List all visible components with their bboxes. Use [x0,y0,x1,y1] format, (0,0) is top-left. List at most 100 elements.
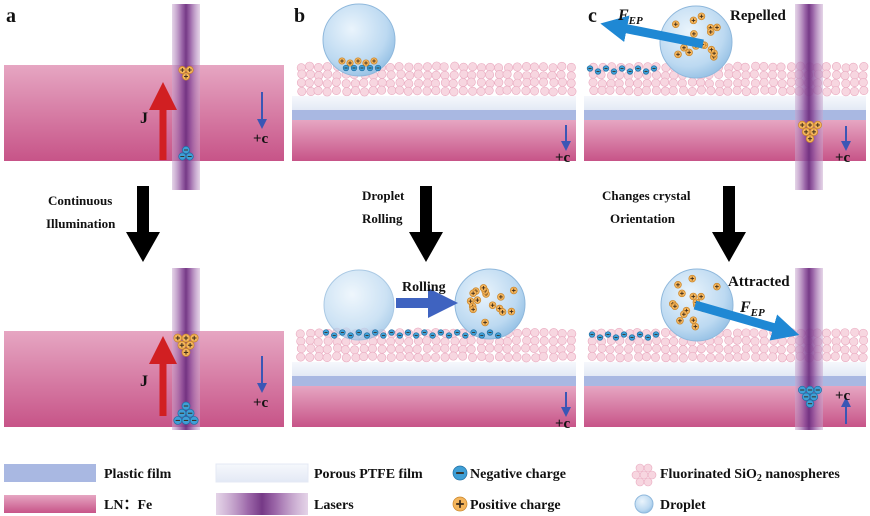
nanosphere [468,352,478,362]
nanosphere [531,353,541,363]
nanosphere [386,344,396,354]
current-label-a-top: J [140,110,148,127]
nanosphere [669,345,679,355]
nanosphere [297,86,307,96]
negative-charge-trail-b-bottom [322,329,502,339]
nanosphere [777,79,787,89]
nanosphere [696,78,706,88]
nanosphere [715,86,725,96]
nanosphere [633,79,643,89]
nanosphere [777,353,787,363]
panel-letter-a: a [6,5,16,27]
nanosphere [538,351,548,361]
negative-charge-cluster-a-top [178,146,194,161]
nanosphere [740,62,750,72]
nanosphere-legend [643,477,653,487]
nanosphere [741,335,751,345]
nanosphere [849,337,859,347]
nanosphere [351,352,361,362]
nanosphere [724,69,734,79]
nanosphere [822,352,832,362]
nanosphere [413,69,423,79]
nanosphere [821,328,831,338]
nanosphere [567,352,577,362]
nanosphere [413,352,423,362]
nanosphere [696,353,706,363]
nanosphere [430,352,440,362]
nanosphere [759,62,769,72]
nanosphere [297,69,307,79]
repelling-force-arrow-c [600,15,704,49]
nanosphere [359,87,369,97]
nanosphere [733,352,743,362]
nanosphere [850,78,860,88]
nanosphere [476,70,486,80]
step-text-c-line1: Changes crystal [602,188,691,203]
nanosphere [350,86,360,96]
nanosphere [313,86,323,96]
step-arrow-a [126,186,160,262]
nanosphere [331,85,341,95]
nanosphere [323,336,333,346]
nanosphere [322,62,332,72]
laser-beam-a-top [172,4,200,190]
nanosphere [840,71,850,81]
nanosphere [557,77,567,87]
positive-charge-cluster-b-bottom [466,284,518,327]
nanosphere [831,62,841,72]
legend-label-positive: Positive charge [470,498,561,513]
nanosphere [749,69,759,79]
nanosphere [502,344,512,354]
nanosphere [652,70,662,80]
nanosphere [468,86,478,96]
nanosphere [314,77,324,87]
nanosphere [723,86,733,96]
legend-swatch-lasers [216,493,308,515]
ln-slab-a-bottom [4,331,284,427]
nanosphere [733,61,743,71]
nanosphere [840,328,850,338]
nanosphere [697,85,707,95]
nanosphere [449,87,459,97]
nanosphere-legend [635,463,645,473]
nanosphere [404,352,414,362]
nanosphere [669,336,679,346]
nanosphere [395,352,405,362]
nanosphere [304,78,314,88]
positive-charge-cluster-c-crystal [798,120,822,143]
nanosphere [787,336,797,346]
nanosphere [557,336,567,346]
nanosphere [786,85,796,95]
nanosphere-layer-c-top [588,61,869,97]
nanosphere [539,327,549,337]
nanosphere [624,78,634,88]
nanosphere [359,344,369,354]
nanosphere [306,343,316,353]
nanosphere [476,86,486,96]
nanosphere [822,344,832,354]
nanosphere [368,86,378,96]
positive-charge-icon [452,496,468,512]
nanosphere [787,328,797,338]
nanosphere [642,343,652,353]
nanosphere [831,328,841,338]
nanosphere [529,343,539,353]
nanosphere [538,77,548,87]
nanosphere [450,61,460,71]
nanosphere [661,353,671,363]
nanosphere [331,77,341,87]
nanosphere [821,62,831,72]
nanosphere [849,345,859,355]
nanosphere [440,343,450,353]
legend-label-plastic: Plastic film [104,467,172,482]
nanosphere [432,343,442,353]
nanosphere [848,62,858,72]
nanosphere [556,70,566,80]
nanosphere [404,62,414,72]
nanosphere [396,69,406,79]
nanosphere [777,70,787,80]
nanosphere [296,344,306,354]
nanosphere [732,335,742,345]
nanosphere [504,77,514,87]
nanosphere [494,343,504,353]
